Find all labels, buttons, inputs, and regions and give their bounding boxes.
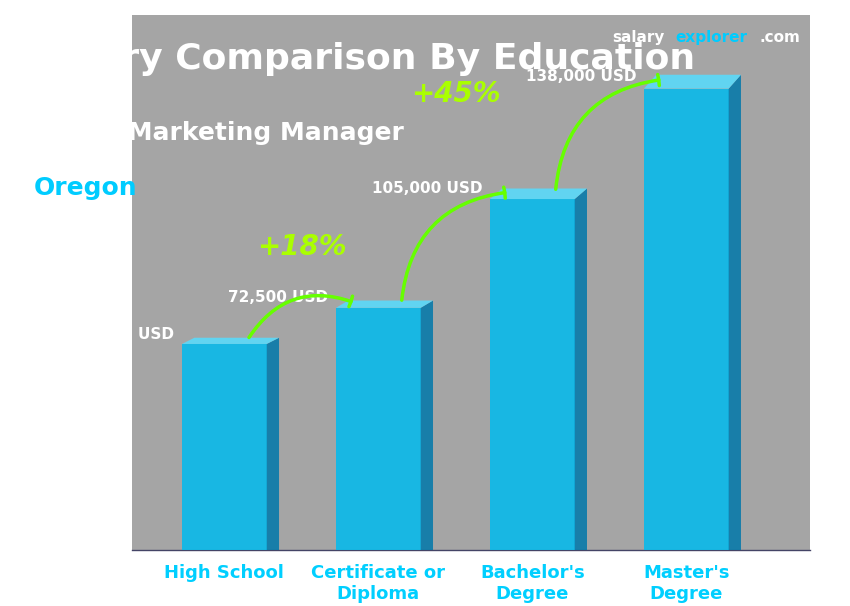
Polygon shape — [728, 75, 741, 550]
Text: 61,700 USD: 61,700 USD — [74, 327, 174, 342]
Polygon shape — [182, 338, 279, 344]
Polygon shape — [490, 188, 587, 199]
Text: Cause Marketing Manager: Cause Marketing Manager — [34, 121, 404, 145]
Text: salary: salary — [612, 30, 665, 45]
Polygon shape — [421, 301, 433, 550]
Polygon shape — [490, 199, 575, 550]
Polygon shape — [336, 301, 433, 308]
Polygon shape — [336, 308, 421, 550]
Polygon shape — [575, 188, 587, 550]
Text: explorer: explorer — [676, 30, 748, 45]
Text: +45%: +45% — [411, 79, 500, 108]
Text: Oregon: Oregon — [34, 176, 138, 200]
Text: 72,500 USD: 72,500 USD — [228, 290, 328, 305]
Text: Average Yearly Salary: Average Yearly Salary — [818, 265, 831, 402]
Text: Salary Comparison By Education: Salary Comparison By Education — [34, 42, 695, 76]
Polygon shape — [182, 344, 267, 550]
Polygon shape — [644, 75, 741, 88]
Text: 105,000 USD: 105,000 USD — [371, 181, 482, 196]
Text: .com: .com — [759, 30, 800, 45]
Polygon shape — [267, 338, 279, 550]
Polygon shape — [644, 88, 728, 550]
Text: 138,000 USD: 138,000 USD — [526, 69, 637, 84]
Text: +18%: +18% — [257, 233, 346, 261]
